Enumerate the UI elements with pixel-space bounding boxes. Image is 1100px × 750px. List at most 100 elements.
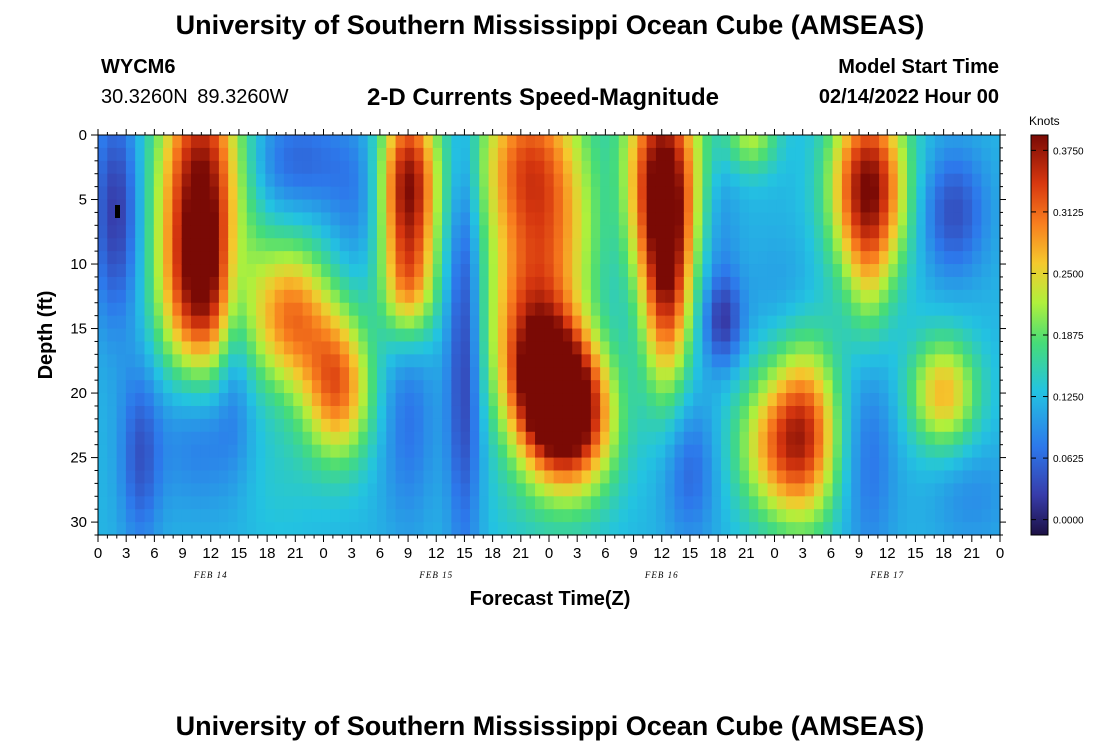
heatmap-cell [469,289,480,304]
x-tick-label: 21 [963,545,980,562]
heatmap-cell [535,496,545,510]
heatmap-cell [218,470,229,484]
heatmap-cell [116,328,127,343]
heatmap-cell [869,276,880,291]
heatmap-cell [739,328,750,343]
heatmap-cell [609,135,620,149]
heatmap-cell [321,160,332,175]
heatmap-cell [497,173,508,188]
heatmap-cell [730,289,741,304]
heatmap-cell [479,302,490,317]
heatmap-cell [637,251,648,265]
heatmap-cell [962,522,973,536]
heatmap-cell [376,276,387,291]
heatmap-cell [916,135,927,149]
heatmap-cell [349,225,359,239]
heatmap-cell [144,457,155,472]
heatmap-cell [190,380,201,394]
heatmap-cell [990,418,1001,433]
heatmap-cell [237,509,248,523]
heatmap-cell [535,264,545,278]
heatmap-cell [218,264,229,278]
heatmap-cell [674,238,685,252]
heatmap-cell [590,289,601,304]
heatmap-cell [330,328,341,343]
heatmap-cell [581,276,592,291]
heatmap-cell [190,431,201,446]
heatmap-cell [181,173,192,188]
heatmap-cell [293,393,304,407]
heatmap-cell [265,276,276,291]
heatmap-cell [590,328,601,343]
heatmap-cell [795,315,806,330]
heatmap-cell [516,457,527,472]
heatmap-cell [293,341,304,355]
heatmap-cell [163,264,173,278]
heatmap-cell [674,225,685,239]
heatmap-cell [172,328,183,343]
heatmap-cell [525,302,536,317]
heatmap-cell [851,496,862,510]
heatmap-cell [767,199,778,214]
heatmap-cell [767,289,778,304]
heatmap-cell [209,199,220,214]
heatmap-cell [897,212,908,226]
heatmap-cell [358,238,369,252]
heatmap-cell [516,212,527,226]
heatmap-cell [525,225,536,239]
heatmap-cell [265,341,276,355]
heatmap-cell [823,496,834,510]
heatmap-cell [804,315,815,330]
heatmap-cell [200,186,211,201]
heatmap-cell [628,328,638,343]
heatmap-cell [386,354,397,368]
heatmap-cell [153,199,164,214]
heatmap-cell [107,212,118,226]
heatmap-cell [525,522,536,536]
heatmap-cell [497,160,508,175]
heatmap-cell [432,470,443,484]
heatmap-cell [423,328,434,343]
heatmap-cell [841,238,852,252]
heatmap-cell [841,160,852,175]
heatmap-cell [98,341,108,355]
heatmap-cell [321,496,332,510]
heatmap-cell [218,199,229,214]
heatmap-cell [758,315,769,330]
heatmap-cell [637,199,648,214]
heatmap-cell [190,276,201,291]
heatmap-cell [897,289,908,304]
heatmap-cell [414,315,425,330]
heatmap-cell [311,328,322,343]
heatmap-cell [553,199,564,214]
heatmap-cell [274,225,285,239]
heatmap-cell [135,380,146,394]
heatmap-cell [209,457,220,472]
heatmap-cell [516,315,527,330]
heatmap-cell [163,160,173,175]
heatmap-cell [814,212,824,226]
heatmap-cell [562,186,573,201]
heatmap-cell [897,405,908,420]
heatmap-cell [330,251,341,265]
heatmap-cell [423,431,434,446]
heatmap-cell [693,341,704,355]
heatmap-cell [665,367,676,381]
heatmap-cell [507,315,518,330]
heatmap-cell [832,251,843,265]
heatmap-cell [367,315,378,330]
heatmap-cell [590,135,601,149]
heatmap-cell [218,444,229,459]
heatmap-cell [432,315,443,330]
heatmap-cell [107,405,118,420]
heatmap-cell [404,522,415,536]
heatmap-cell [693,457,704,472]
heatmap-cell [702,470,713,484]
heatmap-cell [748,251,759,265]
heatmap-cell [804,225,815,239]
heatmap-cell [758,444,769,459]
heatmap-cell [395,212,406,226]
heatmap-cell [200,431,211,446]
heatmap-cell [934,251,945,265]
heatmap-cell [674,380,685,394]
